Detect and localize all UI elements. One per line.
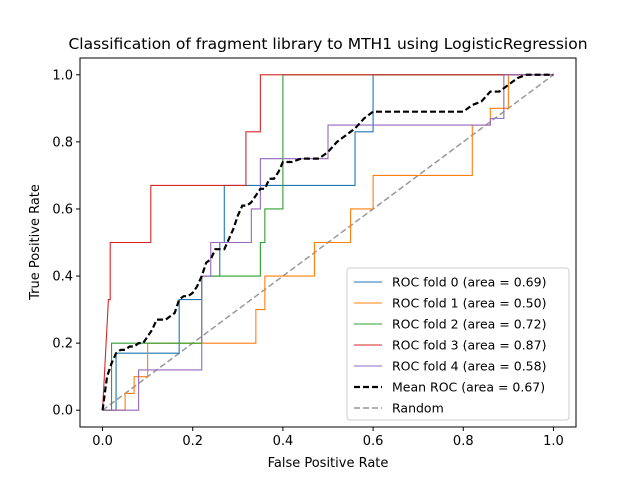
series-line-roc-fold-3 [102, 74, 554, 411]
y-tick-label: 1.0 [52, 68, 73, 83]
x-tick-label: 0.0 [92, 434, 113, 449]
plot-frame [79, 57, 577, 428]
x-axis-label: False Positive Rate [268, 456, 389, 471]
x-tick-label: 0.2 [182, 434, 203, 449]
x-tick-label: 0.4 [273, 434, 294, 449]
x-tick-label: 1.0 [543, 434, 564, 449]
y-axis-label: True Positive Rate [28, 184, 43, 301]
y-axis: 0.0 0.2 0.4 0.6 0.8 1.0 [52, 68, 80, 419]
x-axis: 0.0 0.2 0.4 0.6 0.8 1.0 [92, 427, 564, 449]
y-tick-label: 0.2 [52, 337, 73, 352]
x-tick-label: 0.6 [363, 434, 384, 449]
legend-label-mean-roc: Mean ROC (area = 0.67) [392, 380, 545, 395]
y-tick-label: 0.8 [52, 135, 73, 150]
series-line-roc-fold-2 [102, 74, 554, 411]
legend-label-roc-fold-4: ROC fold 4 (area = 0.58) [392, 359, 546, 374]
series-line-roc-fold-4 [102, 74, 554, 411]
y-tick-label: 0.0 [52, 404, 73, 419]
legend-label-roc-fold-1: ROC fold 1 (area = 0.50) [392, 296, 546, 311]
legend-label-roc-fold-2: ROC fold 2 (area = 0.72) [392, 317, 546, 332]
series-line-mean-roc [101, 73, 554, 411]
legend: ROC fold 0 (area = 0.69) ROC fold 1 (area… [346, 267, 570, 421]
chart-title: Classification of fragment library to MT… [68, 35, 587, 53]
y-tick-label: 0.6 [52, 202, 73, 217]
x-tick-label: 0.8 [453, 434, 474, 449]
legend-label-random: Random [392, 401, 444, 416]
legend-box [346, 267, 570, 421]
plot-series-group [101, 73, 554, 411]
legend-label-roc-fold-3: ROC fold 3 (area = 0.87) [392, 338, 546, 353]
legend-label-roc-fold-0: ROC fold 0 (area = 0.69) [392, 275, 546, 290]
y-tick-label: 0.4 [52, 270, 73, 285]
